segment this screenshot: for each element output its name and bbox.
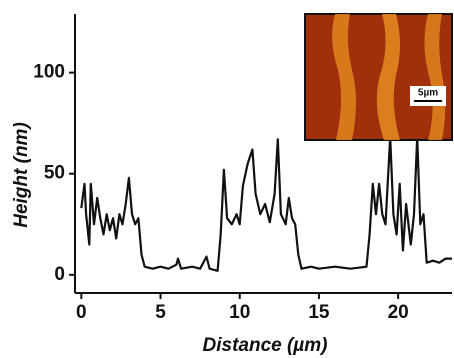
inset-stripe	[376, 14, 400, 140]
x-tick-label: 5	[155, 302, 166, 323]
profile-line	[80, 136, 452, 272]
y-axis-label: Height (nm)	[11, 122, 32, 228]
inset-stripe	[332, 14, 356, 140]
x-tick-label: 10	[229, 302, 250, 323]
inset-stripe	[424, 14, 446, 140]
x-tick-label: 0	[76, 302, 87, 323]
x-tick-label: 20	[388, 302, 409, 323]
scale-label: 5µm	[418, 88, 438, 99]
y-tick-label: 50	[44, 163, 65, 184]
y-tick-label: 100	[33, 62, 65, 83]
x-axis-label: Distance (µm)	[203, 335, 328, 356]
x-tick-label: 15	[308, 302, 330, 323]
afm-inset: 5µm	[304, 13, 453, 141]
y-tick-label: 0	[54, 264, 65, 285]
